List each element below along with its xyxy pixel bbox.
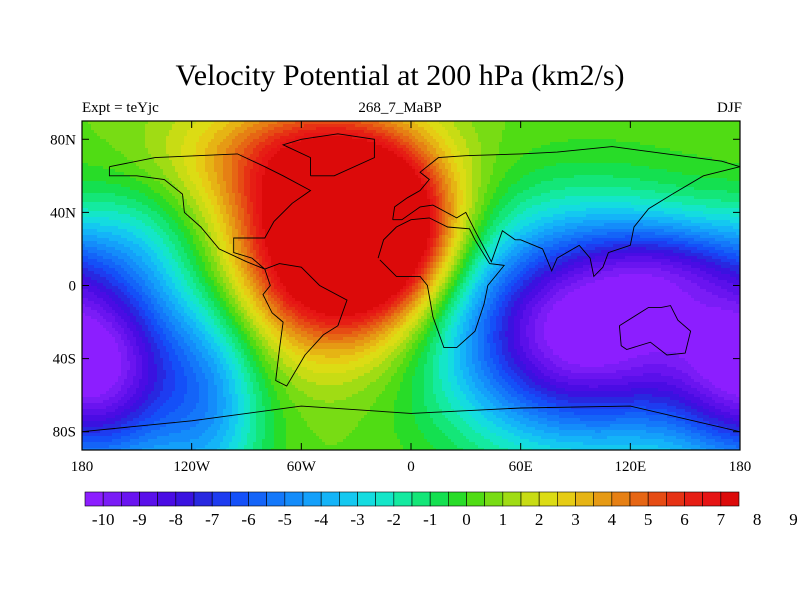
chart-svg: 180 120W 60W 0 60E 120E 18080N40N040S80S -10 -9… — [0, 0, 800, 600]
contour-field — [82, 121, 743, 452]
figure: Velocity Potential at 200 hPa (km2/s) Ex… — [0, 0, 800, 600]
